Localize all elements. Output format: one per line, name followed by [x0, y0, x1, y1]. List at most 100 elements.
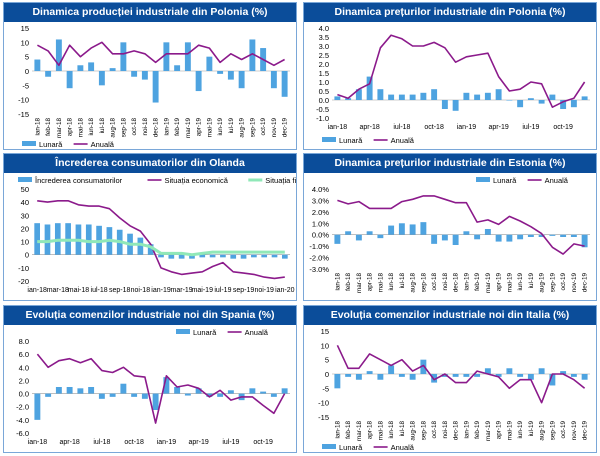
bar — [506, 234, 513, 242]
x-tick-label: mai-18 — [77, 118, 84, 138]
x-tick-label: iul-19 — [522, 124, 539, 131]
y-tick-label: -0.5 — [316, 105, 329, 114]
y-tick-label: 1.0 — [319, 78, 329, 87]
y-tick-label: 2.0 — [19, 376, 29, 385]
bar — [355, 374, 362, 380]
bar — [178, 254, 185, 259]
bar — [474, 234, 481, 240]
y-tick-label: 1.5 — [319, 69, 329, 78]
y-tick-label: -15 — [318, 413, 329, 422]
x-tick-label: apr-18 — [67, 118, 74, 137]
chart-title: Dinamica producției industriale din Polo… — [4, 3, 296, 22]
bar — [88, 387, 95, 394]
x-tick-label: mar-19 — [485, 421, 492, 441]
bar — [409, 374, 416, 380]
bar — [560, 234, 567, 237]
y-tick-label: -4.0 — [16, 416, 29, 425]
x-tick-label: apr-18 — [367, 421, 374, 440]
y-tick-label: 5 — [325, 356, 329, 365]
x-tick-label: mar-18 — [356, 273, 363, 293]
x-tick-label: mai-19 — [506, 421, 513, 441]
x-tick-label: apr-19 — [189, 439, 209, 446]
x-tick-label: ian-19 — [157, 439, 177, 446]
bar — [474, 374, 481, 377]
y-tick-label: 10 — [321, 341, 329, 350]
bar — [560, 371, 567, 374]
bar — [55, 39, 62, 71]
bar — [538, 368, 545, 374]
y-tick-label: 0.5 — [319, 87, 329, 96]
bar — [217, 393, 224, 397]
bar — [152, 393, 159, 410]
x-tick-label: oct-18 — [424, 124, 444, 131]
x-tick-label: sep-18 — [420, 273, 427, 293]
x-tick-label: iun-18 — [388, 421, 395, 439]
bar — [131, 393, 138, 397]
bar — [174, 65, 181, 71]
bar — [377, 234, 384, 239]
y-tick-label: 3.0 — [319, 42, 329, 51]
bar — [147, 244, 154, 255]
bar — [409, 224, 416, 235]
bar — [88, 62, 95, 71]
chart-title: Dinamica prețurilor industriale din Esto… — [304, 154, 596, 173]
x-tick-label: iun-18 — [88, 118, 95, 136]
y-tick-label: 1.0% — [312, 219, 329, 228]
bar — [270, 393, 277, 397]
legend-label: Încrederea consumatorilor — [34, 176, 123, 185]
x-tick-label: iul-19 — [528, 273, 535, 289]
bar — [152, 71, 159, 103]
y-tick-label: 6.0 — [19, 350, 29, 359]
x-tick-label: iul-19 — [228, 118, 235, 134]
y-tick-label: 10 — [21, 238, 29, 247]
legend-swatch — [322, 444, 336, 449]
x-tick-label: dec-19 — [582, 273, 589, 293]
bar — [495, 234, 502, 242]
legend-swatch — [22, 141, 36, 146]
y-tick-label: 3.0% — [312, 196, 329, 205]
bar — [463, 92, 470, 100]
legend-swatch — [176, 329, 190, 334]
y-tick-label: -10 — [18, 264, 29, 273]
x-tick-label: iul-18 — [399, 421, 406, 437]
y-tick-label: 0.0% — [312, 231, 329, 240]
x-tick-label: iul-18 — [93, 439, 110, 446]
x-tick-label: mar-19 — [171, 287, 193, 294]
x-tick-label: dec-19 — [282, 118, 289, 138]
chart-panel-spain-orders: Evoluția comenzilor industriale noi din … — [3, 305, 297, 453]
series-line — [337, 195, 585, 255]
bar — [398, 223, 405, 235]
y-tick-label: -5 — [22, 81, 29, 90]
x-tick-label: oct-18 — [124, 439, 144, 446]
x-tick-label: mar-19 — [485, 273, 492, 293]
bar — [137, 237, 144, 255]
x-tick-label: iun-18 — [388, 273, 395, 291]
bar — [345, 98, 352, 100]
x-tick-label: dec-18 — [453, 421, 460, 441]
x-tick-label: sep-19 — [249, 118, 256, 138]
bar — [251, 254, 257, 258]
bar — [120, 383, 127, 394]
legend-swatch — [322, 137, 336, 142]
x-tick-label: dec-18 — [153, 118, 160, 138]
bar — [141, 71, 148, 80]
bar — [355, 89, 362, 100]
bar — [270, 71, 277, 89]
legend-label: Lunară — [339, 136, 363, 145]
legend-swatch — [18, 177, 32, 182]
x-tick-label: nov-19 — [571, 421, 578, 441]
bar — [549, 374, 556, 386]
x-tick-label: dec-18 — [453, 273, 460, 293]
bar — [282, 254, 288, 259]
bar — [34, 59, 41, 71]
x-tick-label: feb-18 — [45, 118, 52, 136]
bar — [271, 254, 278, 258]
x-tick-label: mar-18 — [56, 118, 63, 138]
chart-estonia-prices: -3.0% -2.0% -1.0% 0.0% 1.0% 2.0% 3.0% 4.0% ian-1… — [309, 176, 590, 293]
x-tick-label: feb-19 — [474, 273, 481, 291]
x-tick-label: noi-18 — [131, 287, 151, 294]
bar — [527, 98, 534, 100]
